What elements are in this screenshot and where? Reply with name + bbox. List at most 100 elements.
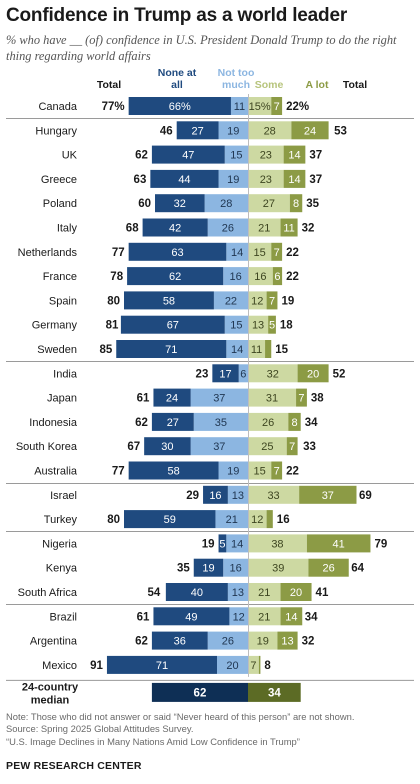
bar-a-lot [268,315,276,334]
bar-not-too-much [217,655,248,674]
bar-not-too-much [229,607,248,626]
label-some: 21 [258,223,270,235]
median-label: 24-country [22,681,79,693]
label-some: 26 [262,417,274,429]
bar-some [248,315,269,334]
label-a-lot: 8 [291,417,297,429]
label-some: 21 [258,587,270,599]
total-positive: 53 [334,125,347,137]
total-negative: 91 [90,660,103,672]
label-some: 12 [251,514,263,526]
label-a-lot: 37 [322,490,334,502]
bar-some [248,485,300,504]
country-label: Italy [57,223,78,235]
total-negative: 80 [107,295,120,307]
label-none-at-all: 36 [174,636,186,648]
label-not-too-much: 15 [230,150,242,162]
label-a-lot: 20 [307,368,319,380]
bar-some [248,437,287,456]
bar-a-lot [272,267,283,286]
total-positive: 64 [351,563,364,575]
bar-a-lot [266,291,278,310]
legend-a-lot: A lot [306,79,329,91]
bar-a-lot [266,510,273,529]
label-some: 33 [267,490,279,502]
bar-not-too-much [207,218,248,237]
bar-some [248,242,272,261]
bar-some [248,607,281,626]
bar-some [248,655,259,674]
bar-a-lot [288,412,301,431]
median-bar-positive [248,682,301,702]
bar-some [248,121,292,140]
country-label: India [53,368,78,380]
label-not-too-much: 37 [213,441,225,453]
label-not-too-much: 14 [231,344,243,356]
label-none-at-all: 40 [191,587,203,599]
label-none-at-all: 66% [169,101,191,113]
total-negative: 63 [134,174,147,186]
bar-none-at-all [142,218,208,237]
total-negative: 46 [160,125,173,137]
bar-a-lot [277,631,298,650]
bar-none-at-all [176,121,219,140]
total-negative: 35 [177,563,190,575]
bar-not-too-much [238,364,248,383]
country-label: Poland [43,198,77,210]
bar-a-lot [296,388,307,407]
country-label: Spain [49,295,77,307]
label-not-too-much: 6 [240,368,246,380]
total-negative: 61 [137,393,150,405]
bar-none-at-all [144,437,191,456]
bar-none-at-all [165,583,228,601]
label-a-lot: 7 [298,393,304,405]
label-some: 12 [251,295,263,307]
label-some: 21 [258,611,270,623]
bar-a-lot [280,583,312,601]
label-not-too-much: 20 [226,660,238,672]
country-label: Sweden [37,344,77,356]
total-positive: 37 [309,174,322,186]
bar-a-lot [289,194,303,213]
total-negative: 62 [135,417,148,429]
label-none-at-all: 58 [167,466,179,478]
label-not-too-much: 13 [232,490,244,502]
label-some: 25 [261,441,273,453]
bar-not-too-much [223,558,248,577]
label-some: 15 [254,466,266,478]
total-negative: 54 [148,587,161,599]
total-positive: 35 [306,198,319,210]
total-negative: 68 [126,223,139,235]
total-positive: 16 [277,514,290,526]
label-a-lot: 20 [290,587,302,599]
bar-none-at-all [106,655,217,674]
label-none-at-all: 62 [169,271,181,283]
bar-not-too-much [224,145,248,164]
label-a-lot: 26 [322,563,334,575]
label-some: 27 [263,198,275,210]
bar-some [248,340,266,358]
label-not-too-much: 12 [233,611,245,623]
country-label: Germany [32,320,78,332]
bar-some [248,558,309,577]
report-title: “U.S. Image Declines in Many Nations Ami… [6,735,300,747]
total-negative: 77 [112,466,125,478]
country-label: South Korea [16,441,78,453]
legend-total-right: Total [343,79,367,91]
country-label: Brazil [49,611,77,623]
bar-a-lot [280,607,303,626]
label-some: 23 [260,150,272,162]
bar-not-too-much [215,510,248,529]
total-positive: 41 [316,587,329,599]
label-some: 39 [272,563,284,575]
bar-none-at-all [153,388,191,407]
label-not-too-much: 16 [229,563,241,575]
total-positive: 19 [281,295,294,307]
total-negative: 62 [135,150,148,162]
bar-a-lot [258,655,261,674]
legend-none-at-all: all [171,79,183,91]
bar-some [248,218,281,237]
total-negative: 67 [127,441,140,453]
label-not-too-much: 11 [234,101,245,113]
